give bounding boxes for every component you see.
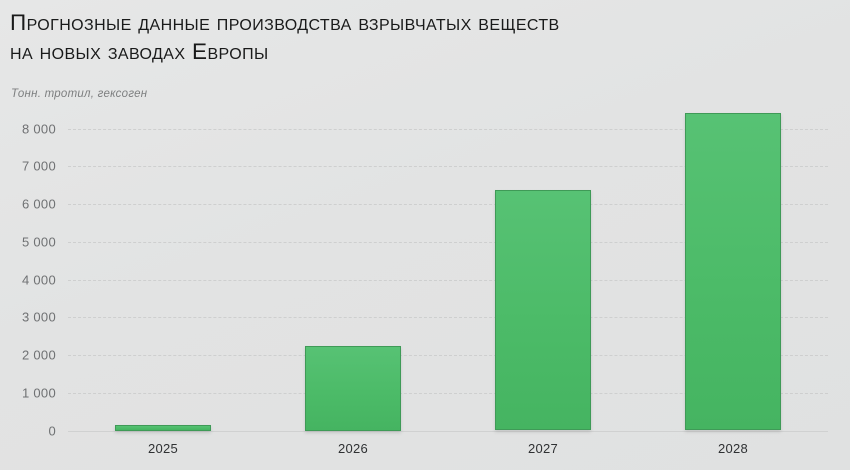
y-axis-tick-label: 2 000	[21, 347, 56, 363]
x-axis-tick-label-2025: 2025	[147, 441, 179, 456]
gridline	[68, 241, 828, 243]
y-axis-tick-label: 4 000	[21, 272, 56, 287]
y-axis-tick-label: 1 000	[21, 385, 56, 401]
y-axis-tick-label: 8 000	[21, 121, 56, 136]
x-axis-tick-label-2026: 2026	[337, 441, 369, 456]
page-title-line-1: Прогнозные данные производства взрывчаты…	[10, 10, 560, 35]
y-axis-tick-label: 3 000	[21, 309, 56, 325]
chart-header: Прогнозные данные производства взрывчаты…	[10, 8, 810, 66]
bar-2027[interactable]	[495, 189, 591, 431]
bar-2028[interactable]	[685, 113, 781, 431]
x-axis-tick-label-2027: 2027	[527, 441, 559, 456]
gridline	[68, 355, 828, 356]
gridline	[68, 204, 828, 205]
bar-2025[interactable]	[115, 424, 211, 431]
y-axis-tick-label: 6 000	[21, 196, 56, 212]
y-axis-tick-label: 7 000	[21, 158, 56, 174]
y-axis-tick-label: 5 000	[21, 234, 56, 250]
gridline	[68, 392, 828, 394]
axis-baseline	[68, 430, 828, 432]
gridline	[68, 166, 828, 168]
x-axis-tick-label-2028: 2028	[717, 441, 749, 456]
gridline	[68, 279, 828, 281]
gridline	[68, 317, 828, 319]
y-axis-tick-label: 0	[48, 423, 56, 438]
page-title-line-2: на новых заводах Европы	[10, 39, 269, 64]
bar-2026[interactable]	[305, 345, 401, 431]
chart-subtitle: Тонн. тротил, гексоген	[11, 88, 148, 100]
gridline	[68, 128, 828, 130]
